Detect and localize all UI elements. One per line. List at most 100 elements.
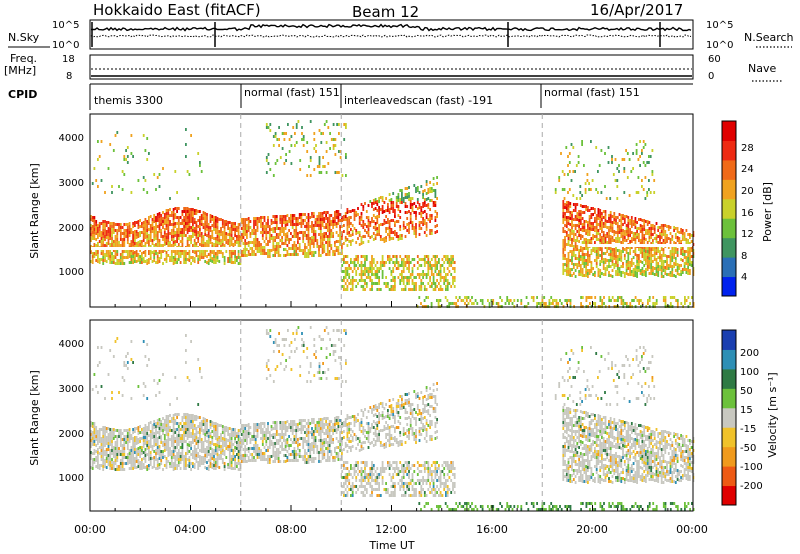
velocity-cell: [172, 426, 175, 429]
velocity-cell: [114, 447, 117, 450]
power-cell: [595, 238, 598, 241]
power-cell: [163, 240, 166, 243]
velocity-cell: [132, 458, 134, 461]
power-cell: [585, 262, 587, 265]
power-cell: [348, 219, 351, 222]
velocity-cell: [156, 422, 159, 425]
velocity-cell: [137, 429, 140, 432]
power-cell: [404, 187, 407, 190]
power-cell: [673, 296, 676, 299]
velocity-cell: [128, 434, 131, 437]
power-cell: [587, 227, 589, 230]
power-cell: [634, 235, 637, 238]
power-cell: [160, 256, 163, 259]
velocity-cell: [121, 450, 124, 453]
velocity-cell: [211, 436, 214, 439]
velocity-cell: [153, 420, 156, 423]
velocity-cell: [146, 435, 149, 438]
power-cell: [200, 238, 203, 241]
power-cell: [664, 302, 667, 305]
velocity-cell: [174, 449, 177, 452]
power-cell: [453, 285, 456, 288]
power-cell: [315, 144, 317, 147]
power-cell: [411, 279, 414, 282]
velocity-cell: [123, 462, 126, 465]
power-cell: [332, 235, 334, 238]
power-cell: [119, 223, 122, 226]
power-cell: [156, 216, 159, 219]
cpid-segment-4: normal (fast) 151: [544, 86, 640, 99]
power-cell: [608, 214, 610, 217]
power-cell: [429, 217, 431, 220]
velocity-cell: [139, 431, 141, 434]
power-cell: [592, 267, 594, 270]
power-cell: [450, 255, 453, 258]
power-cell: [406, 267, 409, 270]
power-cell: [364, 288, 366, 291]
power-cell: [583, 265, 586, 268]
power-cell: [416, 189, 419, 192]
power-cell: [648, 260, 651, 263]
power-cell: [155, 216, 157, 219]
power-cell: [471, 296, 473, 299]
power-cell: [118, 259, 120, 262]
power-cell: [360, 267, 363, 270]
power-cell: [576, 263, 579, 266]
power-cell: [300, 222, 303, 225]
power-cell: [348, 276, 351, 279]
power-cell: [321, 245, 324, 248]
power-cell: [627, 237, 630, 240]
velocity-cell: [128, 437, 131, 440]
power-cell: [571, 217, 573, 220]
velocity-cell: [116, 459, 119, 462]
power-cell: [687, 251, 689, 254]
power-cell: [420, 209, 423, 212]
velocity-cell: [188, 432, 191, 435]
power-cell: [569, 232, 572, 235]
power-cell: [655, 237, 658, 240]
power-cell: [607, 161, 610, 164]
velocity-cell: [107, 460, 110, 463]
power-cell: [206, 234, 208, 237]
power-cell: [657, 247, 660, 250]
noise-tick-low-left: 10^0: [52, 40, 79, 51]
power-cell: [269, 123, 272, 126]
power-cell: [425, 273, 428, 276]
power-cell: [365, 285, 368, 288]
power-cell: [181, 237, 184, 240]
power-cell: [357, 282, 359, 285]
power-cell: [286, 235, 289, 238]
power-cell: [409, 212, 412, 215]
power-cell: [646, 259, 649, 262]
power-cell: [183, 261, 185, 264]
power-cell: [177, 228, 180, 231]
velocity-cell: [148, 464, 150, 467]
power-cell: [664, 296, 667, 299]
velocity-cell: [181, 443, 184, 446]
power-cell: [599, 299, 602, 302]
velocity-cell: [192, 453, 194, 456]
power-cell: [206, 225, 208, 228]
power-cell: [571, 214, 573, 217]
power-cell: [662, 248, 665, 251]
velocity-cell: [149, 436, 152, 439]
power-cell: [130, 261, 133, 264]
power-cell: [390, 231, 393, 234]
power-cell: [125, 235, 127, 238]
power-cell: [137, 179, 140, 182]
power-cell: [254, 229, 257, 232]
power-cell: [90, 233, 92, 236]
velocity-cell: [197, 467, 200, 470]
power-cell: [204, 251, 207, 254]
power-cell: [288, 238, 290, 241]
velocity-cell: [214, 461, 217, 464]
power-cell: [240, 218, 243, 221]
power-cell: [95, 179, 98, 182]
velocity-cell: [163, 425, 166, 428]
power-cell: [378, 270, 380, 273]
power-cell: [105, 260, 108, 263]
velocity-cell: [156, 440, 159, 443]
power-cell: [188, 244, 191, 247]
power-cell: [95, 232, 98, 235]
power-cell: [613, 251, 616, 254]
